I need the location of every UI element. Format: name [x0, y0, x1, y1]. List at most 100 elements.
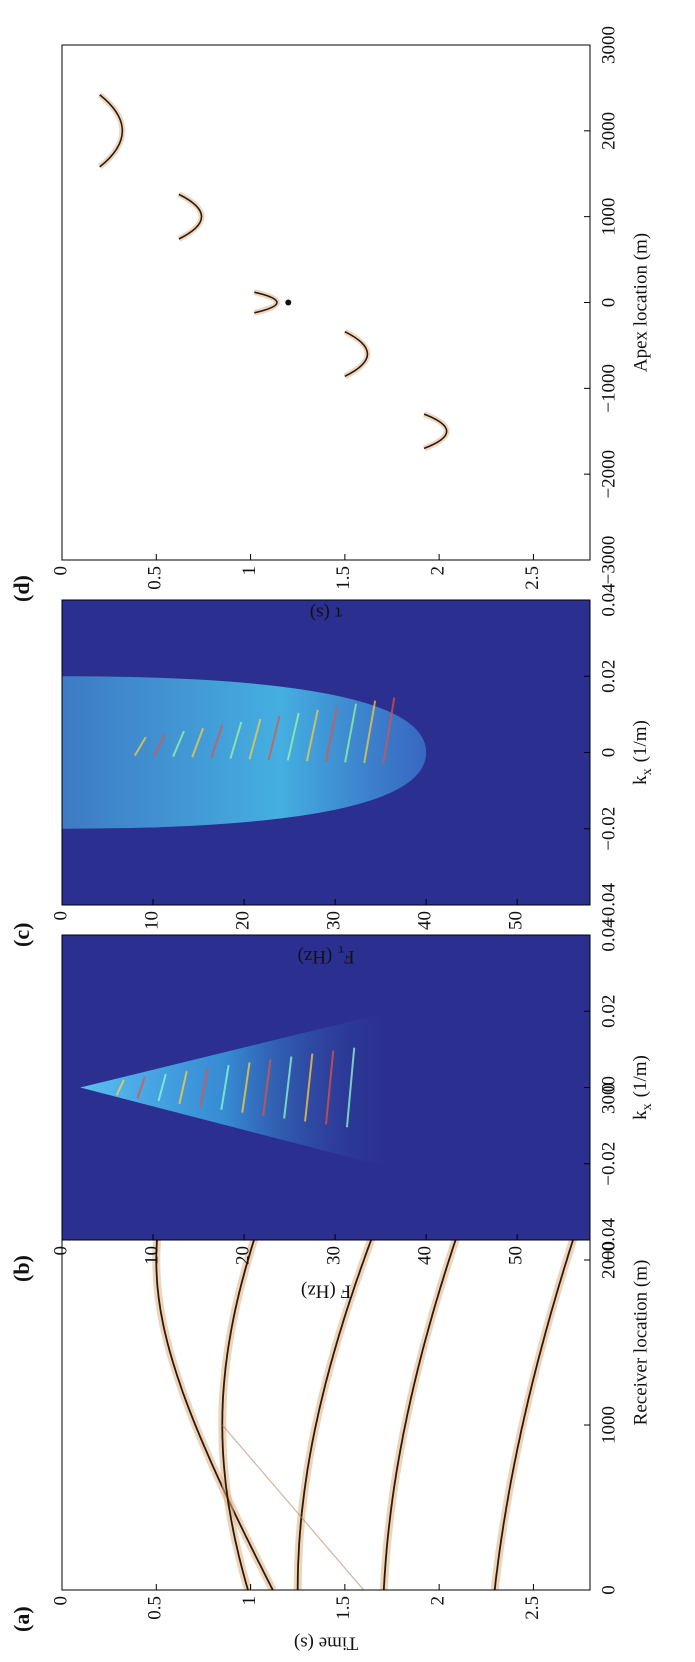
x-tick-label: 0 [598, 748, 619, 758]
y-tick-label: 2 [428, 566, 449, 576]
y-tick-label: 40 [414, 911, 435, 930]
spectrum-stripe [178, 1070, 188, 1105]
y-tick-label: 0 [50, 911, 71, 921]
y-tick-label: 0.5 [145, 566, 166, 590]
y-tick-label: 30 [323, 1246, 344, 1265]
panel-label: (c) [9, 923, 34, 947]
x-axis-label-subscript: x [640, 1103, 655, 1110]
x-tick-label: 1000 [598, 198, 619, 236]
x-tick-label: 3000 [598, 26, 619, 64]
y-axis-label: F (Hz) [301, 1281, 351, 1302]
panel-label: (b) [9, 1255, 34, 1282]
focus [254, 291, 278, 314]
spectrum-stripe [136, 1076, 146, 1099]
x-axis-label-symbol: k [630, 1110, 651, 1120]
x-axis-label: kx (1/m) [630, 1055, 655, 1120]
x-tick-label: 0 [598, 298, 619, 308]
y-tick-label: 20 [232, 911, 253, 930]
y-tick-label: 50 [506, 1246, 527, 1265]
x-tick-label: 0.04 [598, 583, 619, 617]
x-tick-label: 0.02 [598, 660, 619, 693]
y-tick-label: 40 [414, 1246, 435, 1265]
spectrum [80, 1007, 408, 1168]
focus [423, 413, 448, 450]
spectrum-stripe [157, 1073, 167, 1102]
spectrum-stripe [153, 733, 166, 757]
y-tick-label: 0 [50, 1246, 71, 1256]
y-axis-label: Time (s) [294, 1633, 358, 1654]
panel: (d) 0 0.5 1 1.5 2 2.5 −3000 −2000 −1000 0 1000 2000 3… [9, 26, 651, 624]
event [493, 1095, 590, 1590]
spectrum-stripe [344, 703, 358, 763]
x-tick-label: 0.04 [598, 918, 619, 952]
y-tick-label: 2.5 [522, 1596, 543, 1620]
y-tick-label: 1.5 [333, 566, 354, 590]
plot-content [97, 92, 450, 452]
y-axis-label-unit: (Hz) [297, 946, 332, 967]
y-tick-label: 2 [428, 1596, 449, 1606]
spectrum-stripe [305, 709, 319, 762]
spectrum-stripe [241, 1062, 251, 1113]
x-tick-label: 2000 [598, 1241, 619, 1279]
y-axis-label: Fτ (Hz) [297, 942, 354, 967]
x-tick-label: 3000 [598, 1076, 619, 1114]
spectrum-stripe [304, 1053, 314, 1122]
y-tick-label: 10 [141, 1246, 162, 1265]
x-axis-label: Apex location (m) [630, 233, 651, 372]
x-axis-label-unit: (1/m) [630, 720, 651, 762]
y-tick-label: 1 [239, 1596, 260, 1606]
plot-content [80, 1007, 408, 1168]
spectrum-stripe [363, 700, 377, 764]
x-axis-label: Receiver location (m) [630, 1260, 651, 1426]
spectrum-stripe [210, 724, 224, 759]
spectrum-stripe [229, 721, 243, 759]
y-tick-label: 1.5 [333, 1596, 354, 1620]
x-tick-label: −1000 [598, 364, 619, 413]
x-axis-label-symbol: k [630, 775, 651, 785]
y-axis-label-symbol: F [344, 946, 355, 967]
spectrum-stripe [133, 736, 147, 757]
plot-content [62, 676, 427, 829]
panel-label: (a) [9, 1606, 34, 1632]
focus [344, 330, 369, 378]
x-axis-label-unit: (1/m) [630, 1055, 651, 1097]
x-tick-label: −0.02 [598, 1142, 619, 1186]
spectrum-stripe [220, 1065, 230, 1110]
spectrum-stripe [325, 1050, 335, 1125]
spectrum-stripe [262, 1059, 272, 1116]
spectrum-stripe [325, 706, 338, 762]
x-axis-label-subscript: x [640, 768, 655, 775]
spectrum-stripe [172, 730, 185, 758]
panel: (c) 0 10 20 30 40 50 −0.04 −0.02 0 0.02 0.04 kx (1/m)… [9, 583, 655, 967]
y-axis-label: τ (s) [310, 603, 342, 624]
x-axis-label: kx (1/m) [630, 720, 655, 785]
spectrum-stripe [382, 697, 396, 764]
x-tick-label: −0.02 [598, 807, 619, 851]
x-tick-label: 0 [598, 1083, 619, 1093]
focus-point [285, 299, 292, 306]
x-tick-label: 0 [598, 1585, 619, 1595]
panel-label: (d) [9, 575, 34, 602]
panel: (b) 0 10 20 30 40 50 −0.04 −0.02 0 0.02 0.04 kx (1/m)… [9, 918, 655, 1302]
spectrum-stripe [115, 1079, 125, 1096]
spectrum-stripe [267, 715, 281, 761]
y-tick-label: 0.5 [145, 1596, 166, 1620]
diffraction [221, 1424, 365, 1590]
spectrum-stripe [286, 712, 300, 761]
y-tick-label: 1 [239, 566, 260, 576]
y-axis-label-subscript: τ [338, 942, 344, 957]
y-tick-label: 50 [506, 911, 527, 930]
y-tick-label: 0 [50, 1596, 71, 1606]
y-tick-label: 10 [141, 911, 162, 930]
focus [99, 94, 123, 168]
spectrum-stripe [191, 727, 205, 758]
spectrum-stripe [283, 1056, 293, 1119]
y-tick-label: 0 [50, 566, 71, 576]
spectrum-stripe [199, 1067, 209, 1108]
y-tick-label: 30 [323, 911, 344, 930]
y-tick-label: 2.5 [522, 566, 543, 590]
x-tick-label: 0.02 [598, 995, 619, 1028]
